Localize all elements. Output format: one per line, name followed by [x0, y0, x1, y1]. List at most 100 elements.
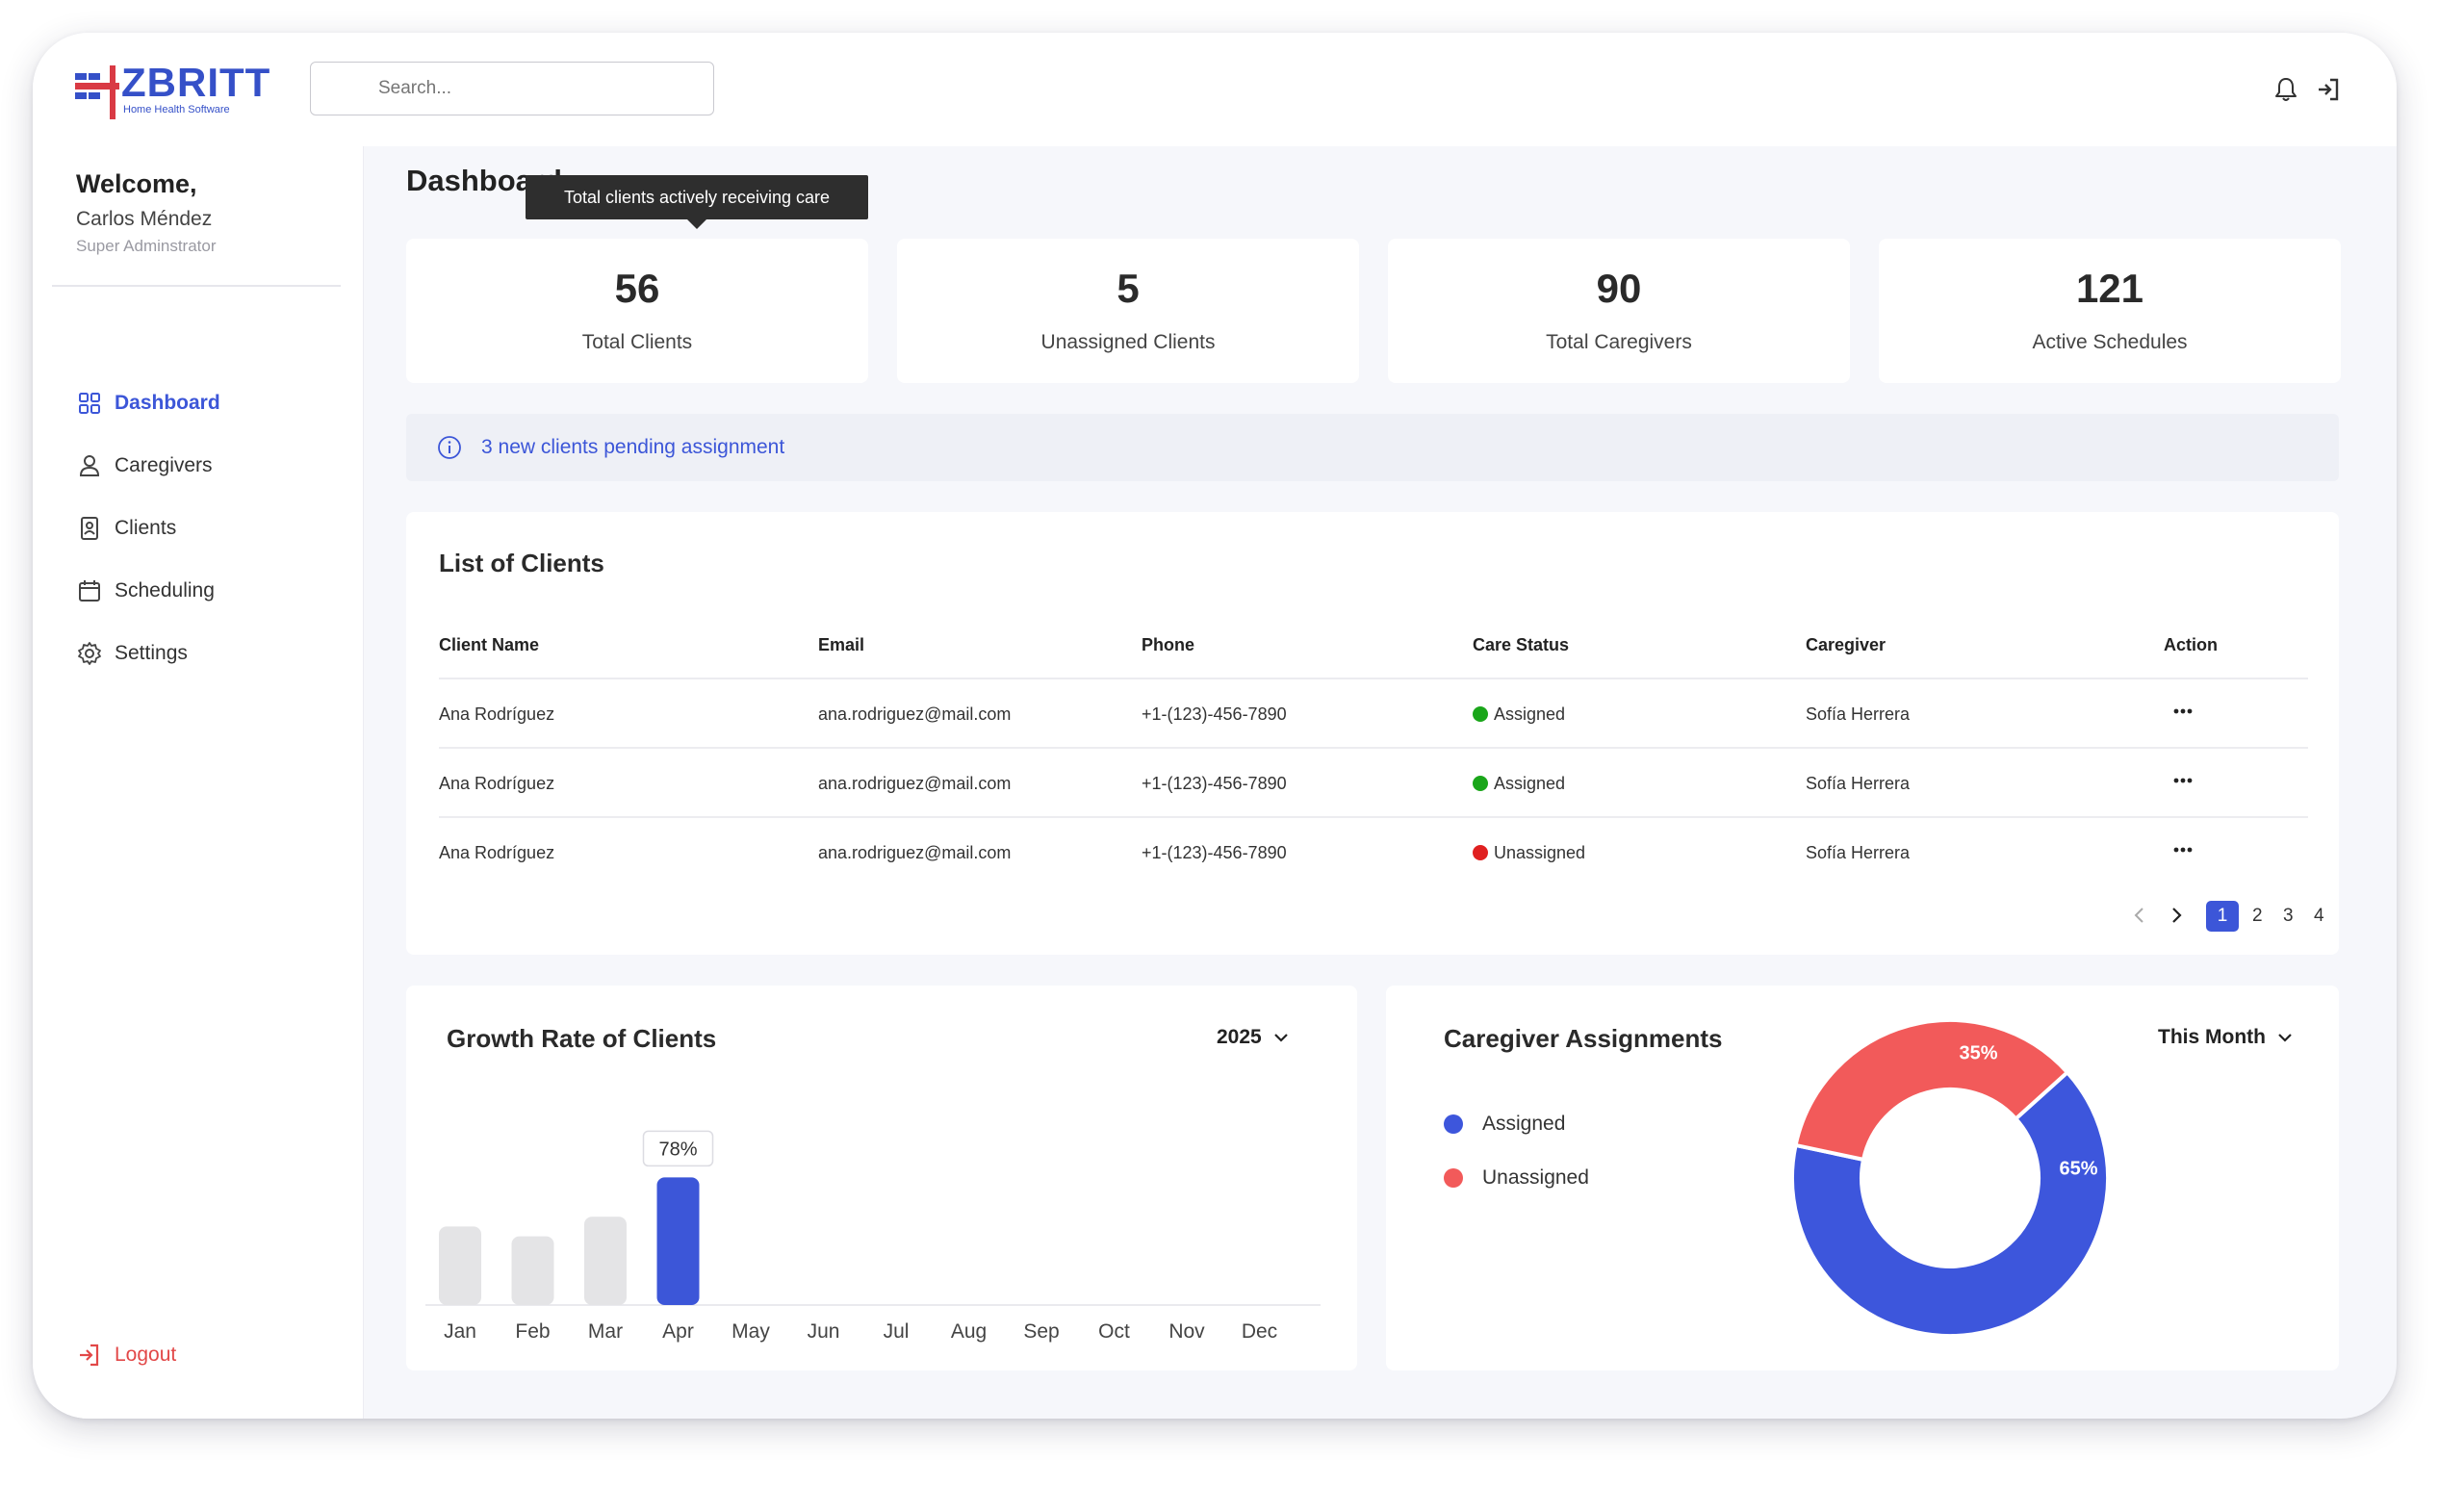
clients-panel: List of Clients Client Name Email Phone … — [406, 512, 2339, 955]
stat-card-total-caregivers[interactable]: 90 Total Caregivers — [1388, 239, 1850, 383]
clients-title: List of Clients — [439, 549, 604, 577]
stat-card-active-schedules[interactable]: 121 Active Schedules — [1879, 239, 2341, 383]
sidebar-item-dashboard[interactable]: Dashboard — [76, 384, 220, 422]
care-status: Assigned — [1473, 774, 1565, 794]
brand-logo[interactable]: ZBRITT Home Health Software — [75, 62, 270, 119]
bar-apr[interactable] — [656, 1177, 700, 1305]
tick-label-jul: Jul — [884, 1320, 910, 1343]
slice-label-assigned: 65% — [2060, 1158, 2098, 1179]
column-header: Care Status — [1473, 635, 1570, 654]
growth-title: Growth Rate of Clients — [447, 1024, 717, 1053]
status-text: Assigned — [1494, 704, 1566, 724]
assignments-panel: Caregiver Assignments This Month Assigne… — [1386, 986, 2339, 1370]
sidebar-item-scheduling[interactable]: Scheduling — [76, 572, 215, 610]
sidebar-item-caregivers[interactable]: Caregivers — [76, 447, 213, 485]
client-phone: +1-(123)-456-7890 — [1142, 843, 1287, 862]
growth-bar-chart: Jan Feb Mar 78% Apr May Jun Jul Aug Sep Oct Nov Dec — [425, 1130, 1321, 1343]
legend-label: Unassigned — [1482, 1166, 1589, 1189]
logo-bar — [110, 65, 116, 119]
more-actions-icon[interactable] — [2164, 835, 2202, 864]
stat-card-unassigned-clients[interactable]: 5 Unassigned Clients — [897, 239, 1359, 383]
stat-card-total-clients[interactable]: 56 Total Clients — [406, 239, 868, 383]
tick-label-sep: Sep — [1023, 1320, 1059, 1343]
pending-notice[interactable]: 3 new clients pending assignment — [406, 414, 2339, 481]
more-actions-icon[interactable] — [2164, 697, 2202, 726]
chevron-down-icon — [1273, 1034, 1288, 1042]
id-badge-icon — [81, 517, 98, 540]
stat-value: 121 — [2075, 266, 2144, 311]
client-name[interactable]: Ana Rodríguez — [439, 774, 555, 793]
caregiver-name: Sofía Herrera — [1806, 774, 1911, 793]
bar-jan[interactable] — [439, 1226, 481, 1305]
tick-label-jun: Jun — [808, 1320, 840, 1343]
tick-label-jan: Jan — [444, 1320, 476, 1343]
column-header: Client Name — [439, 635, 540, 654]
page-button-2[interactable]: 2 — [2252, 906, 2263, 926]
client-name[interactable]: Ana Rodríguez — [439, 843, 555, 862]
info-icon — [438, 436, 461, 459]
tick-label-may: May — [732, 1320, 770, 1343]
client-email[interactable]: ana.rodriguez@mail.com — [818, 774, 1012, 793]
year-dropdown[interactable]: 2025 — [1217, 1026, 1291, 1049]
stat-label: Unassigned Clients — [1040, 331, 1216, 353]
assignments-title: Caregiver Assignments — [1444, 1024, 1723, 1053]
sidebar-item-label: Settings — [115, 642, 188, 664]
tick-label-nov: Nov — [1168, 1320, 1205, 1343]
page-button-4[interactable]: 4 — [2314, 906, 2324, 926]
brand-tagline: Home Health Software — [123, 104, 230, 115]
donut-slice-unassigned[interactable] — [1793, 1018, 2069, 1162]
stat-label: Active Schedules — [2032, 331, 2188, 353]
status-dot — [1473, 706, 1488, 722]
stat-value: 56 — [614, 266, 660, 311]
client-email[interactable]: ana.rodriguez@mail.com — [818, 843, 1012, 862]
sidebar-item-label: Caregivers — [115, 454, 213, 476]
sidebar-divider — [52, 285, 341, 287]
top-bar: ZBRITT Home Health Software — [33, 33, 2397, 146]
data-label-box — [642, 1130, 714, 1167]
period-dropdown[interactable]: This Month — [2158, 1026, 2295, 1049]
sidebar-item-settings[interactable]: Settings — [76, 634, 188, 673]
column-header: Action — [2164, 635, 2218, 654]
more-actions-icon[interactable] — [2164, 766, 2202, 795]
next-page-icon[interactable] — [2164, 903, 2189, 928]
legend-unassigned: Unassigned — [1444, 1166, 1589, 1190]
legend-assigned: Assigned — [1444, 1113, 1565, 1136]
bar-feb[interactable] — [511, 1236, 554, 1305]
status-dot — [1473, 845, 1488, 860]
sidebar: Welcome, Carlos Méndez Super Adminstrato… — [33, 146, 364, 1419]
stat-value: 90 — [1596, 266, 1642, 311]
user-role: Super Adminstrator — [76, 237, 217, 255]
status-dot — [1473, 776, 1488, 791]
client-name[interactable]: Ana Rodríguez — [439, 704, 555, 724]
sidebar-item-clients[interactable]: Clients — [76, 509, 176, 548]
tick-label-oct: Oct — [1098, 1320, 1130, 1343]
tick-label-mar: Mar — [588, 1320, 623, 1343]
caregiver-name: Sofía Herrera — [1806, 843, 1911, 862]
slice-label-unassigned: 35% — [1959, 1042, 1997, 1063]
sidebar-item-label: Clients — [115, 517, 177, 539]
data-label: 78% — [658, 1139, 697, 1160]
year-value: 2025 — [1217, 1026, 1262, 1048]
legend-label: Assigned — [1482, 1113, 1566, 1135]
logout-button[interactable]: Logout — [76, 1336, 176, 1374]
bell-icon[interactable] — [2272, 75, 2300, 104]
care-status: Unassigned — [1473, 843, 1585, 863]
logout-icon[interactable] — [2314, 75, 2343, 104]
notice-text: 3 new clients pending assignment — [481, 436, 785, 458]
client-email[interactable]: ana.rodriguez@mail.com — [818, 704, 1012, 724]
growth-panel: Growth Rate of Clients 2025 Jan Feb Mar 78%… — [406, 986, 1357, 1370]
prev-page-icon[interactable] — [2127, 903, 2152, 928]
search-input[interactable] — [310, 62, 714, 115]
calendar-icon — [79, 580, 100, 602]
bar-mar[interactable] — [584, 1216, 627, 1305]
stat-label: Total Caregivers — [1546, 331, 1692, 353]
app-window: ZBRITT Home Health Software Welcome, Car… — [33, 33, 2397, 1419]
page-button-3[interactable]: 3 — [2283, 906, 2294, 926]
period-value: This Month — [2158, 1026, 2266, 1048]
grid-icon — [79, 393, 100, 414]
logout-label: Logout — [115, 1344, 177, 1366]
welcome-heading: Welcome, — [76, 169, 197, 198]
row-divider — [439, 678, 2308, 679]
page-button-1[interactable]: 1 — [2206, 901, 2239, 932]
donut-slice-assigned[interactable] — [1790, 1070, 2110, 1338]
